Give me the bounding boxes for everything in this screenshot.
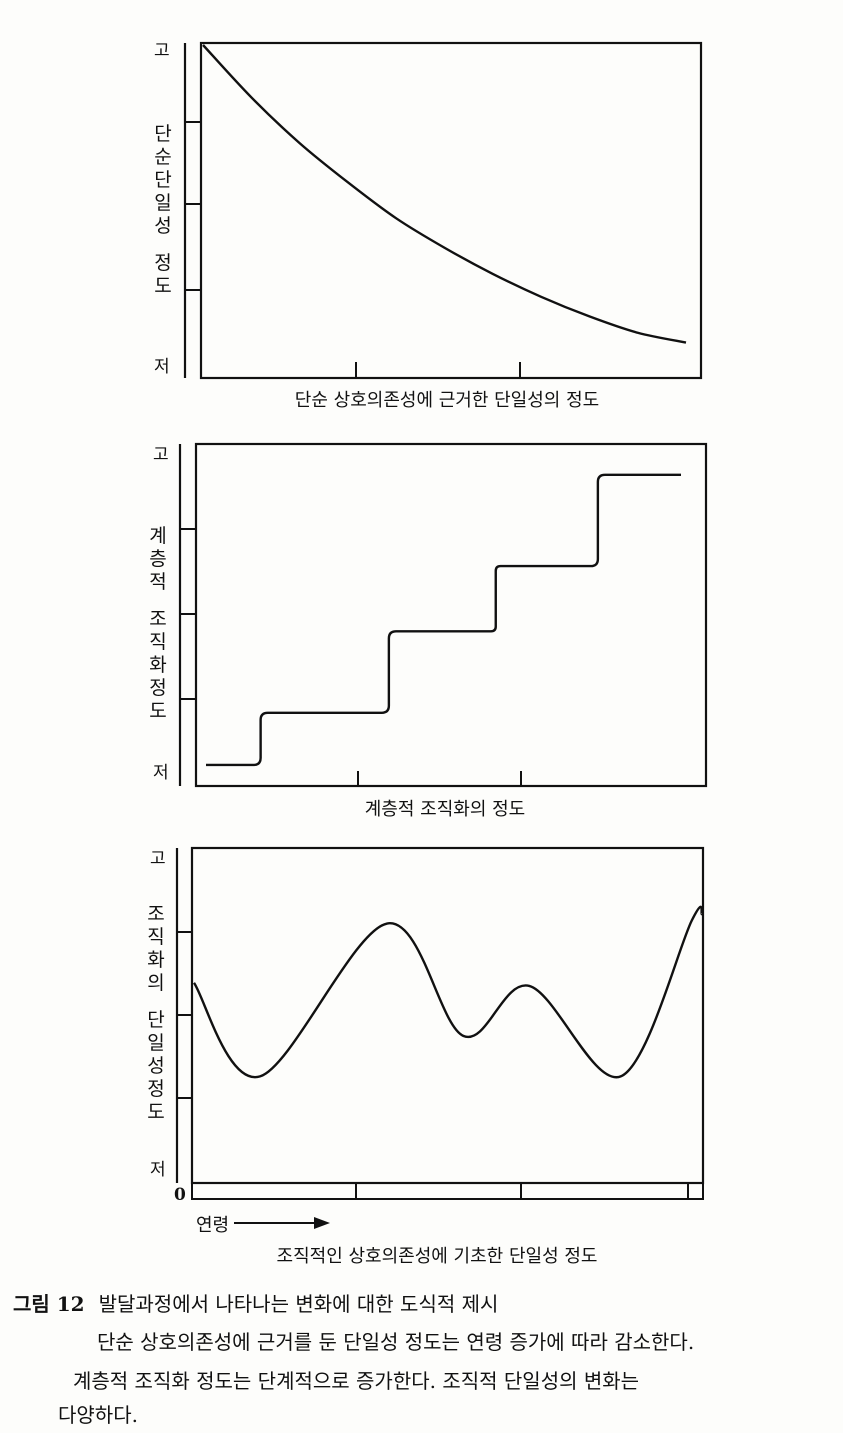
panel-3-x-arrow-label: 연령	[196, 1215, 229, 1236]
panel-3-series-line	[192, 905, 704, 1079]
panel-1-x-title: 단순 상호의존성에 근거한 단일성의 정도	[295, 390, 599, 411]
caption-title-row: 그림 12 발달과정에서 나타나는 변화에 대한 도식적 제시	[13, 1288, 498, 1317]
caption-body-line-3: 다양하다.	[58, 1403, 138, 1427]
panel-1-frame	[199, 41, 703, 380]
panel-3-x-axis-bar	[191, 1182, 704, 1200]
panel-1-y-high: 고	[154, 41, 170, 61]
panel-2-y-high: 고	[153, 445, 169, 465]
panel-3-x-title: 조직적인 상호의존성에 기초한 단일성 정도	[277, 1246, 598, 1267]
panel-3-y-high: 고	[150, 849, 166, 869]
panel-3-age-arrow-head	[314, 1217, 330, 1229]
panel-1-series-line	[202, 44, 687, 344]
panel-3-x-origin: 0	[174, 1185, 186, 1205]
panel-2-y-low: 저	[153, 763, 169, 783]
caption-body-line-1: 단순 상호의존성에 근거를 둔 단일성 정도는 연령 증가에 따라 감소한다.	[97, 1330, 695, 1354]
caption-body-line-2: 계층적 조직화 정도는 단계적으로 증가한다. 조직적 단일성의 변화는	[73, 1369, 640, 1393]
panel-1-y-low: 저	[154, 357, 170, 377]
caption-title: 발달과정에서 나타나는 변화에 대한 도식적 제시	[98, 1292, 499, 1316]
caption-figure-label: 그림 12	[13, 1292, 85, 1316]
panel-2-frame	[194, 442, 708, 788]
panel-2-series-line	[206, 473, 681, 767]
panel-2-x-title: 계층적 조직화의 정도	[365, 799, 525, 820]
panel-3-y-low: 저	[150, 1160, 166, 1180]
